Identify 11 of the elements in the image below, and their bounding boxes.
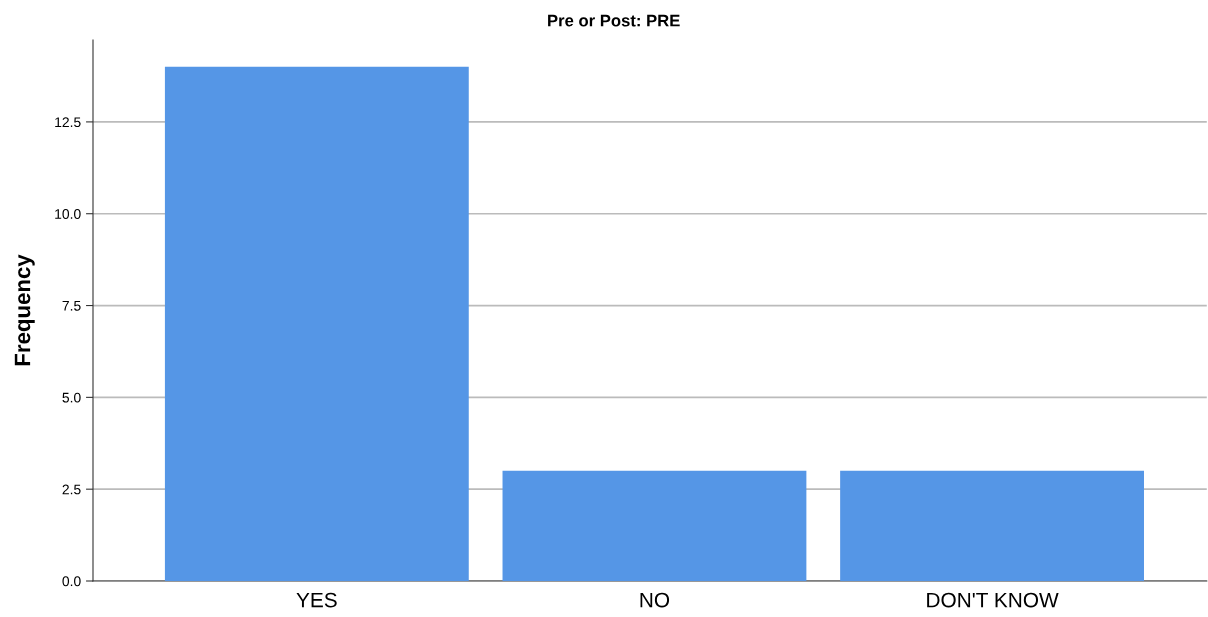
y-axis-title: Frequency — [14, 254, 35, 366]
y-tick-label: 5.0 — [62, 392, 81, 403]
y-tick-label: 10.0 — [55, 209, 81, 219]
y-tick-label: 0.0 — [62, 576, 81, 587]
y-tick-label: 12.5 — [55, 117, 81, 128]
y-tick-label: 2.5 — [62, 484, 81, 495]
x-tick-label: DON'T KNOW — [927, 592, 1059, 608]
x-tick-label: NO — [640, 592, 670, 608]
y-tick-label: 7.5 — [62, 301, 81, 311]
x-tick-label: YES — [296, 592, 337, 608]
chart-title: Pre or Post: PRE — [548, 14, 680, 27]
